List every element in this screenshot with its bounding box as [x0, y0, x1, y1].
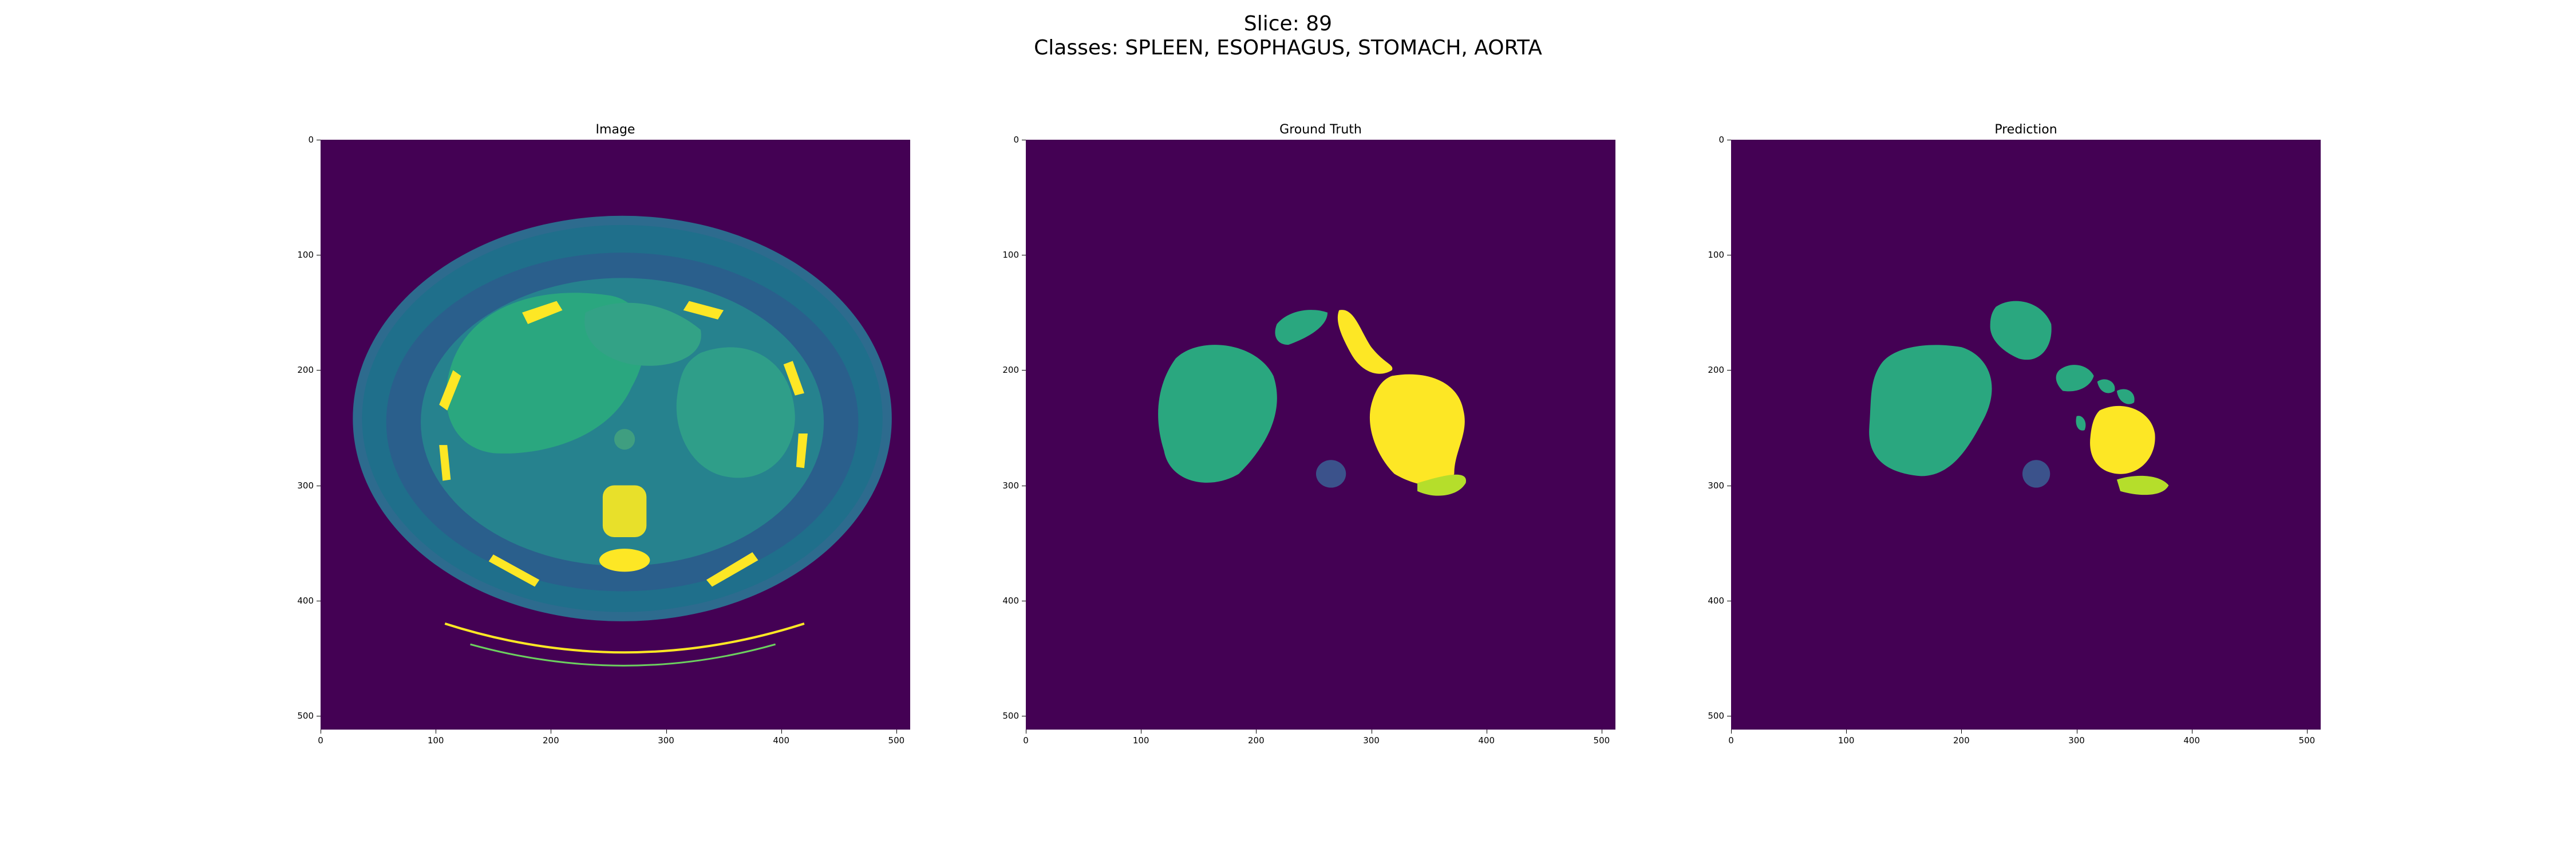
- y-tick-mark: [1022, 370, 1026, 371]
- x-tick-label: 100: [1132, 735, 1149, 746]
- y-tick-label: 200: [1708, 365, 1724, 376]
- x-tick-label: 400: [1478, 735, 1495, 746]
- x-tick-label: 400: [773, 735, 789, 746]
- prediction-mask: [1731, 140, 2321, 730]
- panel-title-prediction: Prediction: [1994, 123, 2057, 137]
- x-tick-label: 400: [2183, 735, 2200, 746]
- x-tick-label: 300: [658, 735, 674, 746]
- y-tick-label: 200: [1002, 365, 1019, 376]
- x-tick-label: 0: [1728, 735, 1734, 746]
- x-tick-mark: [1846, 730, 1847, 734]
- ct-image: [321, 140, 910, 730]
- x-tick-label: 500: [2298, 735, 2316, 746]
- y-tick-label: 0: [308, 135, 314, 145]
- panel-title-image: Image: [595, 123, 635, 137]
- x-tick-label: 0: [1023, 735, 1029, 746]
- figure-title-line-1: Slice: 89: [1243, 12, 1333, 36]
- x-tick-mark: [781, 730, 782, 734]
- x-tick-label: 200: [543, 735, 559, 746]
- ct-image-panel: [321, 140, 910, 730]
- x-tick-label: 200: [1953, 735, 1970, 746]
- x-tick-mark: [896, 730, 897, 734]
- x-tick-mark: [1961, 730, 1962, 734]
- figure-title-line-2: Classes: SPLEEN, ESOPHAGUS, STOMACH, AOR…: [1034, 36, 1542, 60]
- y-tick-label: 400: [297, 595, 314, 606]
- y-tick-label: 500: [1002, 710, 1019, 721]
- y-tick-label: 500: [297, 710, 314, 721]
- x-tick-label: 500: [888, 735, 905, 746]
- y-tick-label: 300: [1708, 480, 1724, 491]
- x-tick-mark: [666, 730, 667, 734]
- x-tick-mark: [1731, 730, 1732, 734]
- y-tick-label: 100: [1002, 250, 1019, 261]
- x-tick-mark: [1256, 730, 1257, 734]
- y-tick-mark: [317, 370, 321, 371]
- y-tick-label: 0: [1718, 135, 1724, 145]
- x-tick-mark: [2306, 730, 2308, 734]
- x-tick-label: 300: [2068, 735, 2085, 746]
- y-tick-label: 0: [1013, 135, 1019, 145]
- x-tick-label: 100: [1838, 735, 1855, 746]
- y-tick-label: 100: [1708, 250, 1724, 261]
- y-tick-label: 400: [1708, 595, 1724, 606]
- ground-truth-panel: [1026, 140, 1615, 730]
- y-tick-label: 300: [297, 480, 314, 491]
- y-tick-label: 400: [1002, 595, 1019, 606]
- panel-title-ground-truth: Ground Truth: [1279, 123, 1362, 137]
- y-tick-label: 100: [297, 250, 314, 261]
- y-tick-mark: [1727, 370, 1731, 371]
- x-tick-label: 300: [1363, 735, 1380, 746]
- y-tick-label: 200: [297, 365, 314, 376]
- x-tick-label: 200: [1248, 735, 1265, 746]
- x-tick-label: 0: [318, 735, 323, 746]
- x-tick-label: 100: [427, 735, 444, 746]
- y-tick-label: 500: [1708, 710, 1724, 721]
- y-tick-label: 300: [1002, 480, 1019, 491]
- prediction-panel: [1731, 140, 2321, 730]
- x-tick-label: 500: [1593, 735, 1610, 746]
- ground-truth-mask: [1026, 140, 1615, 730]
